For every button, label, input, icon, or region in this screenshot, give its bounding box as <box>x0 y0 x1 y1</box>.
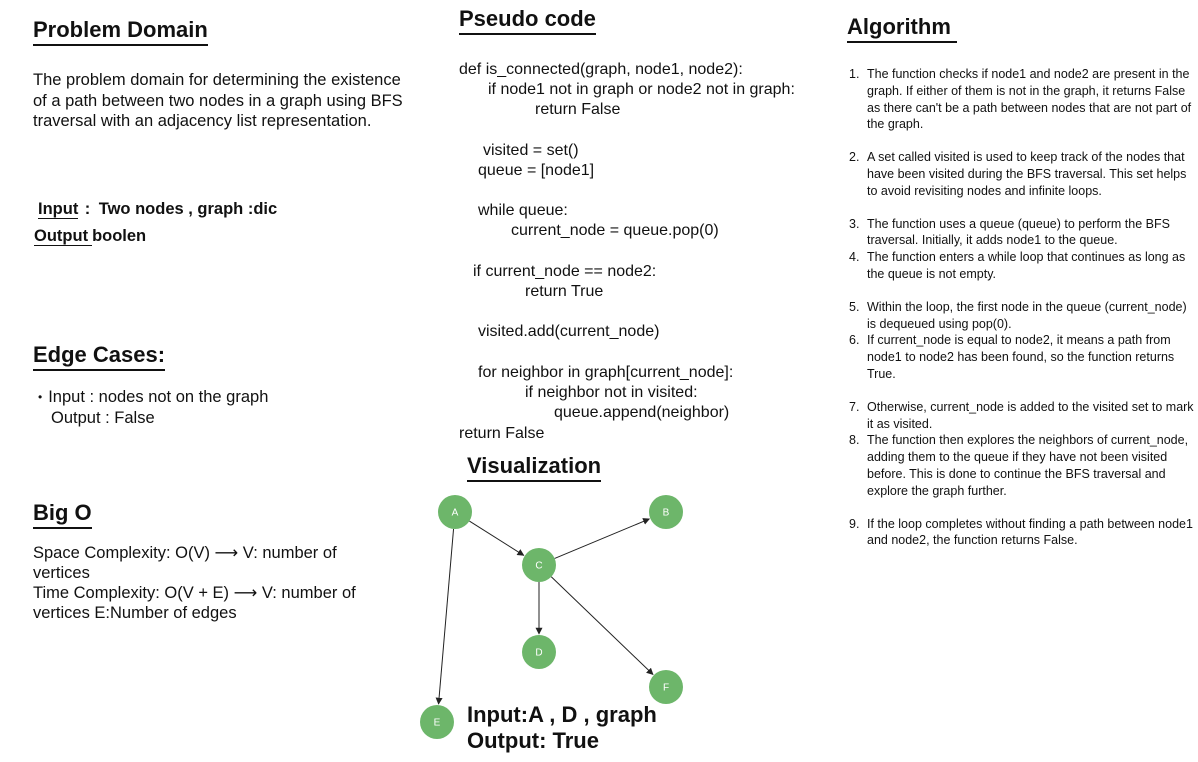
node-f: F <box>649 670 683 704</box>
code-line: visited = set() <box>483 142 579 159</box>
node-circle <box>649 670 683 704</box>
algorithm-step-text: A set called visited is used to keep tra… <box>867 150 1187 198</box>
visualization-result-input: Input:A , D , graph <box>467 702 657 727</box>
io-output-row: Output boolen <box>34 227 146 246</box>
node-circle <box>649 495 683 529</box>
algorithm-step-number: 6. <box>849 333 860 348</box>
big-o-space-cont: vertices <box>33 564 90 582</box>
code-line: queue.append(neighbor) <box>554 404 730 421</box>
code-line: if node1 not in graph or node2 not in gr… <box>488 81 795 98</box>
code-line: while queue: <box>478 202 568 219</box>
node-label: E <box>434 718 441 729</box>
algorithm-step-text: The function uses a queue (queue) to per… <box>867 216 1170 248</box>
algorithm-step-text: Within the loop, the first node in the q… <box>867 299 1187 331</box>
node-circle <box>420 705 454 739</box>
bullet-icon: • <box>38 390 43 405</box>
node-circle <box>522 548 556 582</box>
algorithm-step-number: 9. <box>849 516 860 531</box>
algorithm-step-number: 5. <box>849 299 860 314</box>
algorithm-step-text: If the loop completes without finding a … <box>867 516 1193 548</box>
algorithm-step: 5. Within the loop, the first node in the… <box>849 299 1194 333</box>
algorithm-step-text: Otherwise, current_node is added to the … <box>867 399 1194 431</box>
node-label: A <box>452 508 459 519</box>
algorithm-step-number: 2. <box>849 150 860 165</box>
algorithm-step: 6. If current_node is equal to node2, it … <box>849 332 1194 382</box>
input-value: Two nodes , graph :dic <box>98 200 278 218</box>
problem-domain-description: The problem domain for determining the e… <box>33 71 403 130</box>
algorithm-step-number: 7. <box>849 399 860 414</box>
algorithm-step: 4. The function enters a while loop that … <box>849 249 1194 283</box>
edge-case-item: • Input : nodes not on the graph <box>38 387 268 408</box>
edge-case-input: Input : nodes not on the graph <box>48 388 269 406</box>
code-line: for neighbor in graph[current_node]: <box>478 364 734 381</box>
algorithm-step-text: If current_node is equal to node2, it me… <box>867 333 1175 381</box>
code-line: visited.add(current_node) <box>478 323 660 340</box>
algorithm-step-number: 4. <box>849 250 860 265</box>
code-line: current_node = queue.pop(0) <box>511 222 719 239</box>
edge-cases-title: Edge Cases: <box>33 342 166 371</box>
big-o-time-cont: vertices E:Number of edges <box>33 604 237 622</box>
algorithm-step-number: 1. <box>849 67 860 81</box>
node-b: B <box>649 495 683 529</box>
node-circle <box>522 635 556 669</box>
algorithm-step-number: 3. <box>849 216 860 231</box>
node-label: D <box>535 648 542 659</box>
visualization-title: Visualization <box>467 453 602 482</box>
input-label: Input <box>38 200 79 219</box>
algorithm-title: Algorithm <box>847 14 957 43</box>
algorithm-steps: 1. The function checks if node1 and node2… <box>849 66 1194 549</box>
algorithm-step-text: The function checks if node1 and node2 a… <box>867 67 1192 132</box>
algorithm-step-text: The function enters a while loop that co… <box>867 250 1186 281</box>
algorithm-step: 7. Otherwise, current_node is added to th… <box>849 399 1194 433</box>
output-value: boolen <box>92 227 147 245</box>
edge-case-output: Output : False <box>51 409 155 427</box>
code-line: return False <box>535 101 621 118</box>
algorithm-step-number: 8. <box>849 433 860 448</box>
algorithm-step: 8. The function then explores the neighbo… <box>849 432 1194 499</box>
big-o-space-line: Space Complexity: O(V) ⟶ V: number of <box>33 544 337 562</box>
edge-c-f <box>550 576 654 676</box>
output-label: Output <box>34 227 93 246</box>
node-a: A <box>438 495 472 529</box>
io-input-row: Input : Two nodes , graph :dic <box>38 200 277 219</box>
visualization-result-output: Output: True <box>467 728 599 753</box>
code-line: if current_node == node2: <box>473 263 657 280</box>
edge-c-b <box>554 518 651 559</box>
node-label: C <box>535 561 542 572</box>
node-e: E <box>420 705 454 739</box>
edge-a-c <box>469 520 525 556</box>
code-line: def is_connected(graph, node1, node2): <box>459 61 743 78</box>
code-line: queue = [node1] <box>478 162 595 179</box>
code-line: return False <box>459 425 545 442</box>
node-label: F <box>663 683 669 694</box>
node-label: B <box>663 508 670 519</box>
problem-domain-title: Problem Domain <box>33 17 208 46</box>
algorithm-step: 2. A set called visited is used to keep t… <box>849 149 1194 199</box>
node-d: D <box>522 635 556 669</box>
code-line: if neighbor not in visited: <box>525 384 698 401</box>
big-o-title: Big O <box>33 500 92 529</box>
graph-edges <box>435 518 654 705</box>
node-c: C <box>522 548 556 582</box>
algorithm-step: 3. The function uses a queue (queue) to p… <box>849 216 1194 250</box>
algorithm-step-text: The function then explores the neighbors… <box>867 433 1189 498</box>
edge-a-e <box>435 528 455 705</box>
input-separator: : <box>84 200 91 218</box>
graph-nodes: A B C D E F <box>420 495 683 739</box>
algorithm-step: 9. If the loop completes without finding … <box>849 516 1194 550</box>
code-line: return True <box>525 283 604 300</box>
node-circle <box>438 495 472 529</box>
algorithm-step: 1. The function checks if node1 and node2… <box>849 66 1194 133</box>
big-o-time-line: Time Complexity: O(V + E) ⟶ V: number of <box>33 584 356 602</box>
pseudo-code-title: Pseudo code <box>459 6 596 35</box>
